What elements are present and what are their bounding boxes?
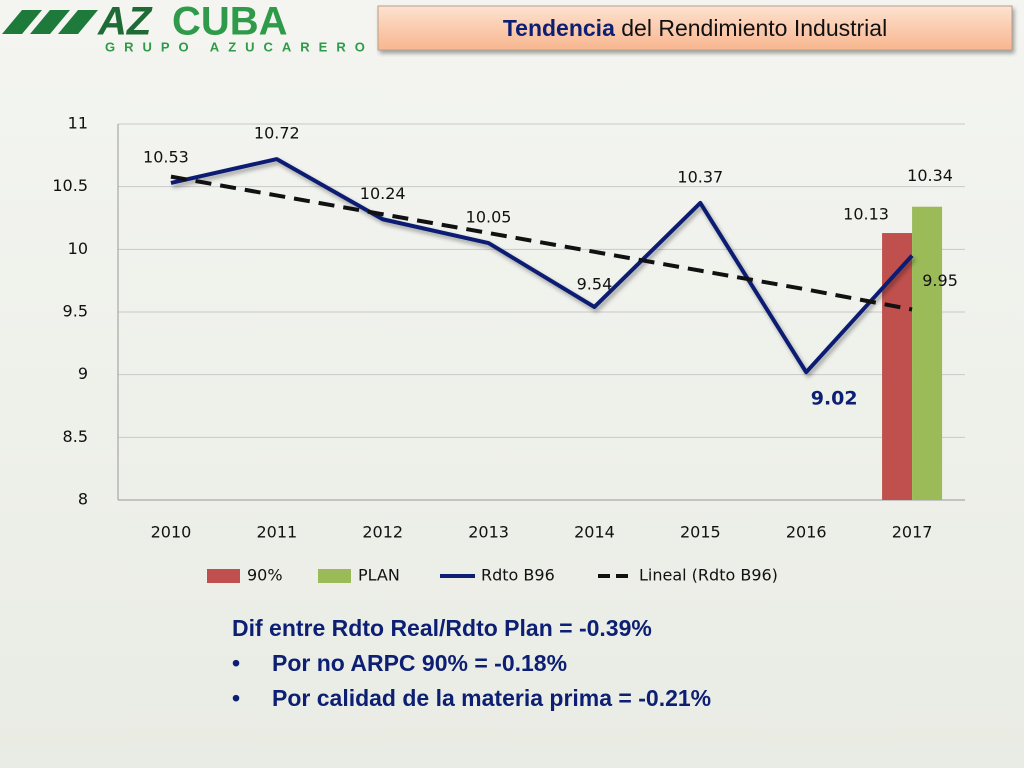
logo-az: AZ	[97, 0, 153, 44]
note-item: • Por no ARPC 90% = -0.18%	[232, 650, 711, 677]
y-tick-label: 9	[78, 364, 88, 383]
data-label: 10.72	[254, 124, 300, 143]
trend-line	[170, 174, 913, 312]
note-text: Por calidad de la materia prima = -0.21%	[272, 685, 712, 711]
data-label: 10.37	[677, 167, 723, 186]
y-tick-label: 11	[68, 114, 88, 133]
y-tick-label: 8	[78, 490, 88, 509]
bullet: •	[232, 650, 241, 676]
legend-label: Rdto B96	[481, 566, 555, 585]
title-box	[377, 5, 1013, 51]
notes: Dif entre Rdto Real/Rdto Plan = -0.39% •…	[232, 615, 711, 712]
logo-sub: GRUPO AZUCARERO	[105, 39, 374, 54]
note-text: Por no ARPC 90% = -0.18%	[272, 650, 568, 676]
bullet: •	[232, 685, 241, 711]
x-tick-label: 2010	[151, 523, 192, 542]
line	[170, 157, 914, 375]
logo-cuba: CUBA	[172, 0, 288, 44]
legend-label: 90%	[247, 566, 283, 585]
y-tick-label: 10	[68, 239, 88, 258]
data-label: 10.13	[843, 205, 889, 224]
x-tick-label: 2012	[362, 523, 403, 542]
logo-stripe	[30, 10, 70, 34]
x-tick-label: 2011	[256, 523, 297, 542]
x-tick-label: 2017	[892, 523, 933, 542]
x-tick-label: 2015	[680, 523, 721, 542]
data-label: 10.24	[360, 184, 406, 203]
legend-swatch	[207, 569, 240, 583]
data-label: 9.54	[577, 274, 613, 293]
slide: AZ CUBA GRUPO AZUCARERO Tendencia del Re…	[2, 0, 1013, 585]
plot: 8 8.5 9 9.5 10 10.5 11 2010 2011 2012 2013 2014 2015…	[52, 114, 965, 585]
bar	[882, 233, 913, 501]
title: Tendencia del Rendimiento Industrial	[503, 15, 887, 41]
y-tick-label: 10.5	[52, 176, 88, 195]
title-rest: del Rendimiento Industrial	[621, 15, 887, 41]
data-label: 9.02	[811, 388, 858, 410]
legend-label: Lineal (Rdto B96)	[639, 566, 778, 585]
legend-label: PLAN	[358, 566, 400, 585]
notes-heading: Dif entre Rdto Real/Rdto Plan = -0.39%	[232, 615, 652, 641]
logo-stripe	[58, 10, 98, 34]
legend-swatch	[318, 569, 351, 583]
data-label: 10.05	[466, 208, 512, 227]
logo-stripe	[2, 10, 42, 34]
note-item: • Por calidad de la materia prima = -0.21…	[232, 685, 711, 712]
logo: AZ CUBA GRUPO AZUCARERO	[2, 0, 374, 54]
title-strong: Tendencia	[503, 15, 615, 41]
y-tick-label: 8.5	[63, 427, 88, 446]
x-tick-label: 2016	[786, 523, 827, 542]
x-tick-label: 2014	[574, 523, 615, 542]
data-label: 10.34	[907, 166, 953, 185]
x-tick-label: 2013	[468, 523, 509, 542]
bar	[912, 206, 943, 500]
data-label: 10.53	[143, 147, 189, 166]
data-label: 9.95	[922, 271, 958, 290]
y-tick-label: 9.5	[63, 302, 88, 321]
